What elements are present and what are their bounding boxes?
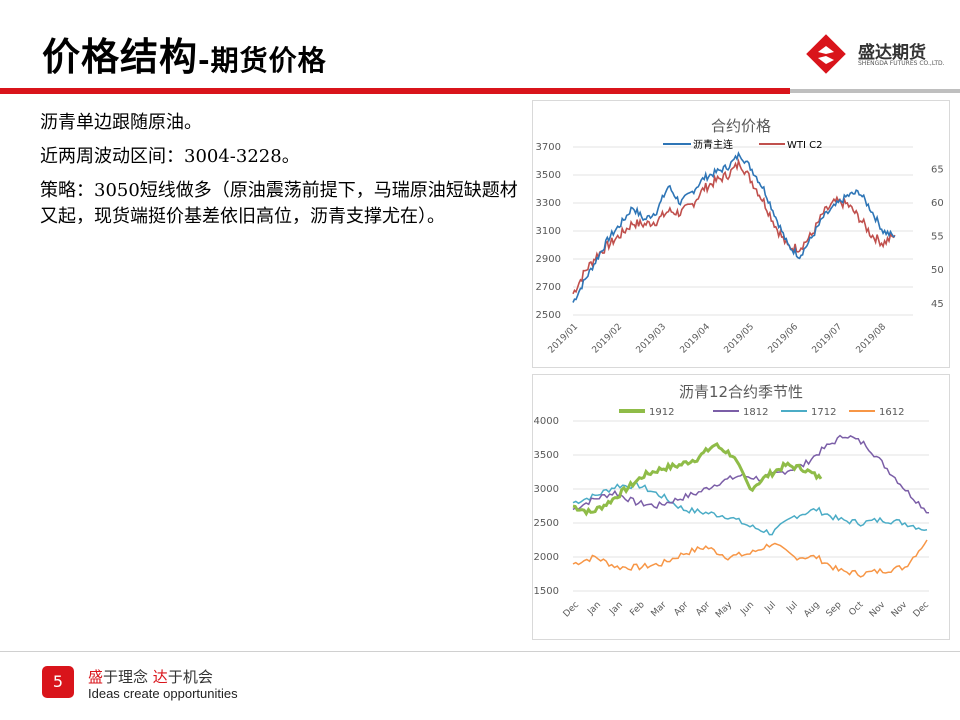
y-left-tick-label: 2900 [536,254,561,265]
x-tick-label: 2019/08 [855,322,889,356]
company-logo: 盛达期货 SHENGDA FUTURES CO.,LTD. [804,32,944,78]
seasonality-chart: 沥青12合约季节性 1500 2000 2500 3000 3500 4000 Dec Jan J… [532,374,950,640]
x-tick-label: Jan [585,600,603,618]
x-tick-label: May [714,600,735,621]
y-right-tick-label: 45 [931,299,944,310]
x-tick-label: Jul [763,600,778,615]
x-tick-label: 2019/07 [811,322,845,356]
legend-label-wti: WTI C2 [787,140,822,151]
x-tick-label: Aug [802,600,822,620]
x-tick-label: Apr [694,600,712,618]
page-number: 5 [42,666,74,698]
y-tick-label: 2500 [534,518,559,529]
x-tick-label: Sep [825,600,844,619]
chart-title: 沥青12合约季节性 [679,383,803,401]
x-tick-label: Jun [738,600,756,618]
contract-price-chart: 合约价格 2500 2700 2900 3100 3300 3500 3700 45 50 55 60… [532,100,950,368]
legend-label-asphalt: 沥青主连 [693,138,733,151]
slogan-en: Ideas create opportunities [88,686,238,701]
x-tick-label: Nov [890,600,910,620]
y-right-tick-label: 60 [931,198,944,209]
commentary-line: 沥青单边跟随原油。 [40,110,520,136]
x-tick-label: Dec [912,600,931,619]
x-tick-label: Jul [784,600,799,615]
y-left-tick-label: 2500 [536,310,561,321]
chart-title: 合约价格 [711,117,771,135]
commentary-line: 策略：3050短线做多（原油震荡前提下，马瑞原油短缺题材又起，现货端挺价基差依旧… [40,178,520,230]
x-tick-label: 2019/02 [591,322,625,356]
x-tick-label: Apr [672,600,690,618]
x-tick-label: Jan [607,600,625,618]
legend-label-1612: 1612 [879,407,904,418]
y-left-tick-label: 3700 [536,142,561,153]
logo-subtext: SHENGDA FUTURES CO.,LTD. [858,60,945,67]
x-tick-label: Dec [562,600,581,619]
x-tick-label: 2019/05 [723,322,757,356]
y-right-tick-label: 65 [931,164,944,175]
y-tick-label: 3500 [534,450,559,461]
commentary-line: 近两周波动区间：3004-3228。 [40,144,520,170]
x-tick-label: 2019/06 [767,322,801,356]
series-line-wti [573,161,895,294]
series-line-asphalt [573,153,895,302]
x-tick-label: Mar [650,600,669,619]
slogan-cn: 盛于理念 达于机会 [88,666,213,687]
x-tick-label: Feb [628,600,647,619]
header-divider-red [0,88,790,94]
commentary-text: 沥青单边跟随原油。 近两周波动区间：3004-3228。 策略：3050短线做多… [40,110,520,238]
legend-label-1912: 1912 [649,407,674,418]
page-title: 价格结构-期货价格 [42,26,327,81]
x-tick-label: Oct [847,600,865,618]
legend-label-1712: 1712 [811,407,836,418]
legend-label-1812: 1812 [743,407,768,418]
y-left-tick-label: 3500 [536,170,561,181]
header-divider-gray [790,89,960,93]
series-line-1612 [573,540,927,577]
y-right-tick-label: 50 [931,265,944,276]
x-tick-label: 2019/04 [679,322,713,356]
footer-divider [0,651,960,652]
x-tick-label: 2019/03 [635,322,669,356]
y-tick-label: 3000 [534,484,559,495]
x-tick-label: 2019/01 [547,322,581,356]
series-line-1812 [573,436,929,513]
y-right-tick-label: 55 [931,232,944,243]
y-tick-label: 4000 [534,416,559,427]
y-left-tick-label: 3100 [536,226,561,237]
y-tick-label: 1500 [534,586,559,597]
contract-price-chart-svg: 合约价格 2500 2700 2900 3100 3300 3500 3700 45 50 55 60… [533,101,949,367]
logo-diamond-icon [804,32,848,76]
x-tick-label: Nov [868,600,888,620]
series-line-1912 [573,444,821,514]
y-left-tick-label: 3300 [536,198,561,209]
y-left-tick-label: 2700 [536,282,561,293]
y-tick-label: 2000 [534,552,559,563]
